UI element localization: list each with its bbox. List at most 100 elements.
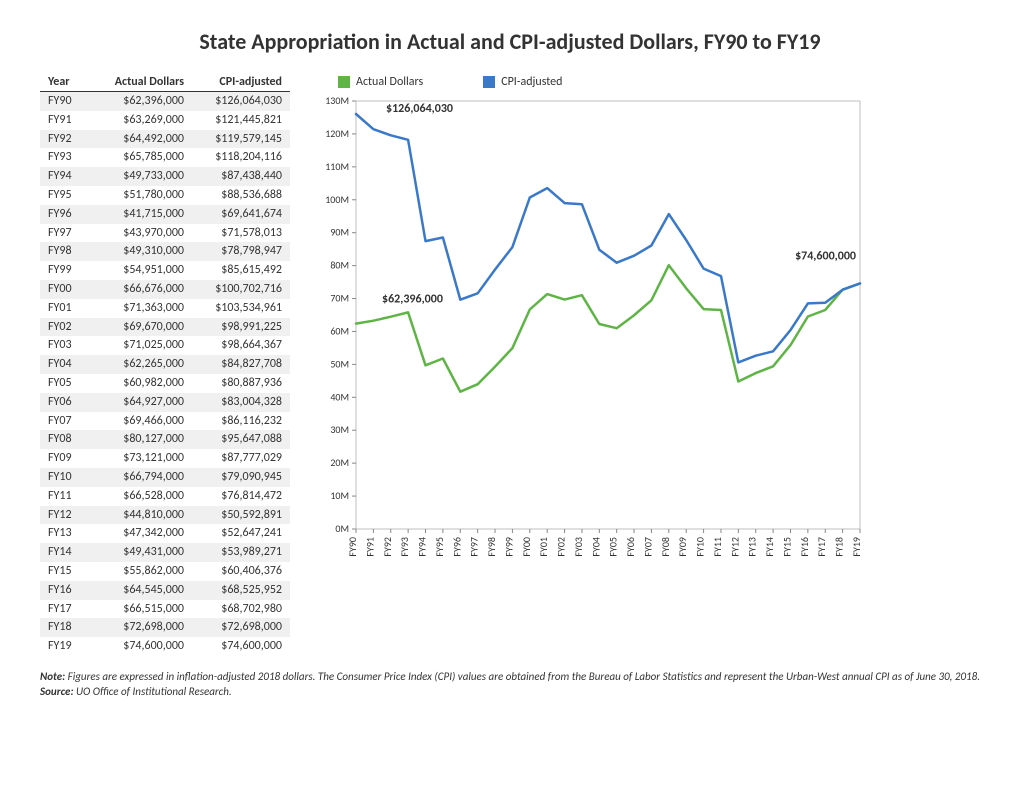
table-row: FY92$64,492,000$119,579,145 [40,130,290,149]
table-cell: $88,536,688 [192,186,290,205]
table-cell: FY08 [40,430,94,449]
table-cell: $68,525,952 [192,581,290,600]
table-row: FY02$69,670,000$98,991,225 [40,318,290,337]
table-cell: FY09 [40,449,94,468]
table-cell: $49,431,000 [94,543,192,562]
y-tick-label: 50M [330,357,349,370]
note-label: Note: [40,670,65,683]
table-row: FY98$49,310,000$78,798,947 [40,242,290,261]
table-cell: $63,269,000 [94,111,192,130]
x-tick-label: FY97 [468,537,481,557]
table-cell: $100,702,716 [192,280,290,299]
table-cell: $66,528,000 [94,487,192,506]
table-cell: FY92 [40,130,94,149]
y-tick-label: 90M [330,226,349,239]
legend-swatch-actual [338,76,350,88]
table-row: FY01$71,363,000$103,534,961 [40,299,290,318]
table-cell: $52,647,241 [192,524,290,543]
table-cell: $95,647,088 [192,430,290,449]
table-cell: $98,991,225 [192,318,290,337]
table-cell: $47,342,000 [94,524,192,543]
table-row: FY99$54,951,000$85,615,492 [40,261,290,280]
table-cell: $83,004,328 [192,393,290,412]
table-header-row: Year Actual Dollars CPI-adjusted [40,73,290,92]
x-tick-label: FY07 [641,537,654,557]
y-tick-label: 100M [325,193,349,206]
y-tick-label: 110M [325,160,349,173]
table-cell: $72,698,000 [192,618,290,637]
table-cell: $62,265,000 [94,355,192,374]
footnote: Note: Figures are expressed in inflation… [40,670,980,700]
table-cell: FY14 [40,543,94,562]
line-chart: 0M10M20M30M40M50M60M70M80M90M100M110M120… [308,95,868,585]
x-tick-label: FY11 [711,537,724,557]
table-row: FY07$69,466,000$86,116,232 [40,412,290,431]
table-cell: $64,927,000 [94,393,192,412]
x-tick-label: FY00 [520,537,533,557]
y-tick-label: 0M [335,522,349,535]
table-cell: $54,951,000 [94,261,192,280]
y-tick-label: 40M [330,390,349,403]
y-tick-label: 120M [325,127,349,140]
x-tick-label: FY18 [833,537,846,557]
y-tick-label: 30M [330,423,349,436]
legend-label-actual: Actual Dollars [356,75,423,89]
table-cell: $64,492,000 [94,130,192,149]
table-row: FY97$43,970,000$71,578,013 [40,224,290,243]
table-row: FY94$49,733,000$87,438,440 [40,167,290,186]
x-tick-label: FY91 [363,537,376,557]
table-cell: FY12 [40,506,94,525]
table-cell: $72,698,000 [94,618,192,637]
table-cell: $98,664,367 [192,336,290,355]
table-cell: $85,615,492 [192,261,290,280]
table-cell: FY99 [40,261,94,280]
table-cell: FY06 [40,393,94,412]
x-tick-label: FY94 [416,537,429,557]
table-row: FY11$66,528,000$76,814,472 [40,487,290,506]
x-tick-label: FY06 [624,537,637,557]
note-text: Figures are expressed in inflation-adjus… [65,670,980,683]
table-row: FY93$65,785,000$118,204,116 [40,148,290,167]
table-row: FY13$47,342,000$52,647,241 [40,524,290,543]
table-row: FY00$66,676,000$100,702,716 [40,280,290,299]
x-tick-label: FY92 [381,537,394,557]
table-cell: $53,989,271 [192,543,290,562]
chart-annotation: $74,600,000 [795,250,856,264]
table-cell: FY98 [40,242,94,261]
table-cell: $80,127,000 [94,430,192,449]
x-tick-label: FY96 [450,537,463,557]
table-cell: $44,810,000 [94,506,192,525]
table-cell: $103,534,961 [192,299,290,318]
y-tick-label: 20M [330,456,349,469]
chart-annotation: $62,396,000 [382,293,443,307]
table-cell: FY07 [40,412,94,431]
y-tick-label: 60M [330,324,349,337]
x-tick-label: FY19 [850,537,863,557]
table-row: FY90$62,396,000$126,064,030 [40,92,290,111]
table-cell: FY03 [40,336,94,355]
x-tick-label: FY03 [572,537,585,557]
table-cell: $79,090,945 [192,468,290,487]
table-cell: FY91 [40,111,94,130]
table-cell: FY16 [40,581,94,600]
table-cell: $86,116,232 [192,412,290,431]
table-cell: $43,970,000 [94,224,192,243]
x-tick-label: FY08 [659,537,672,557]
x-tick-label: FY05 [607,537,620,557]
data-table: Year Actual Dollars CPI-adjusted FY90$62… [40,73,290,656]
y-tick-label: 130M [325,95,349,107]
legend-item-cpi: CPI-adjusted [483,75,562,89]
col-cpi: CPI-adjusted [192,73,290,92]
table-row: FY17$66,515,000$68,702,980 [40,600,290,619]
table-row: FY05$60,982,000$80,887,936 [40,374,290,393]
table-row: FY08$80,127,000$95,647,088 [40,430,290,449]
table-cell: FY02 [40,318,94,337]
x-tick-label: FY93 [398,537,411,557]
table-cell: $71,363,000 [94,299,192,318]
table-cell: $62,396,000 [94,92,192,111]
y-tick-label: 70M [330,292,349,305]
table-cell: $60,982,000 [94,374,192,393]
table-cell: $76,814,472 [192,487,290,506]
table-row: FY04$62,265,000$84,827,708 [40,355,290,374]
x-tick-label: FY10 [694,537,707,557]
